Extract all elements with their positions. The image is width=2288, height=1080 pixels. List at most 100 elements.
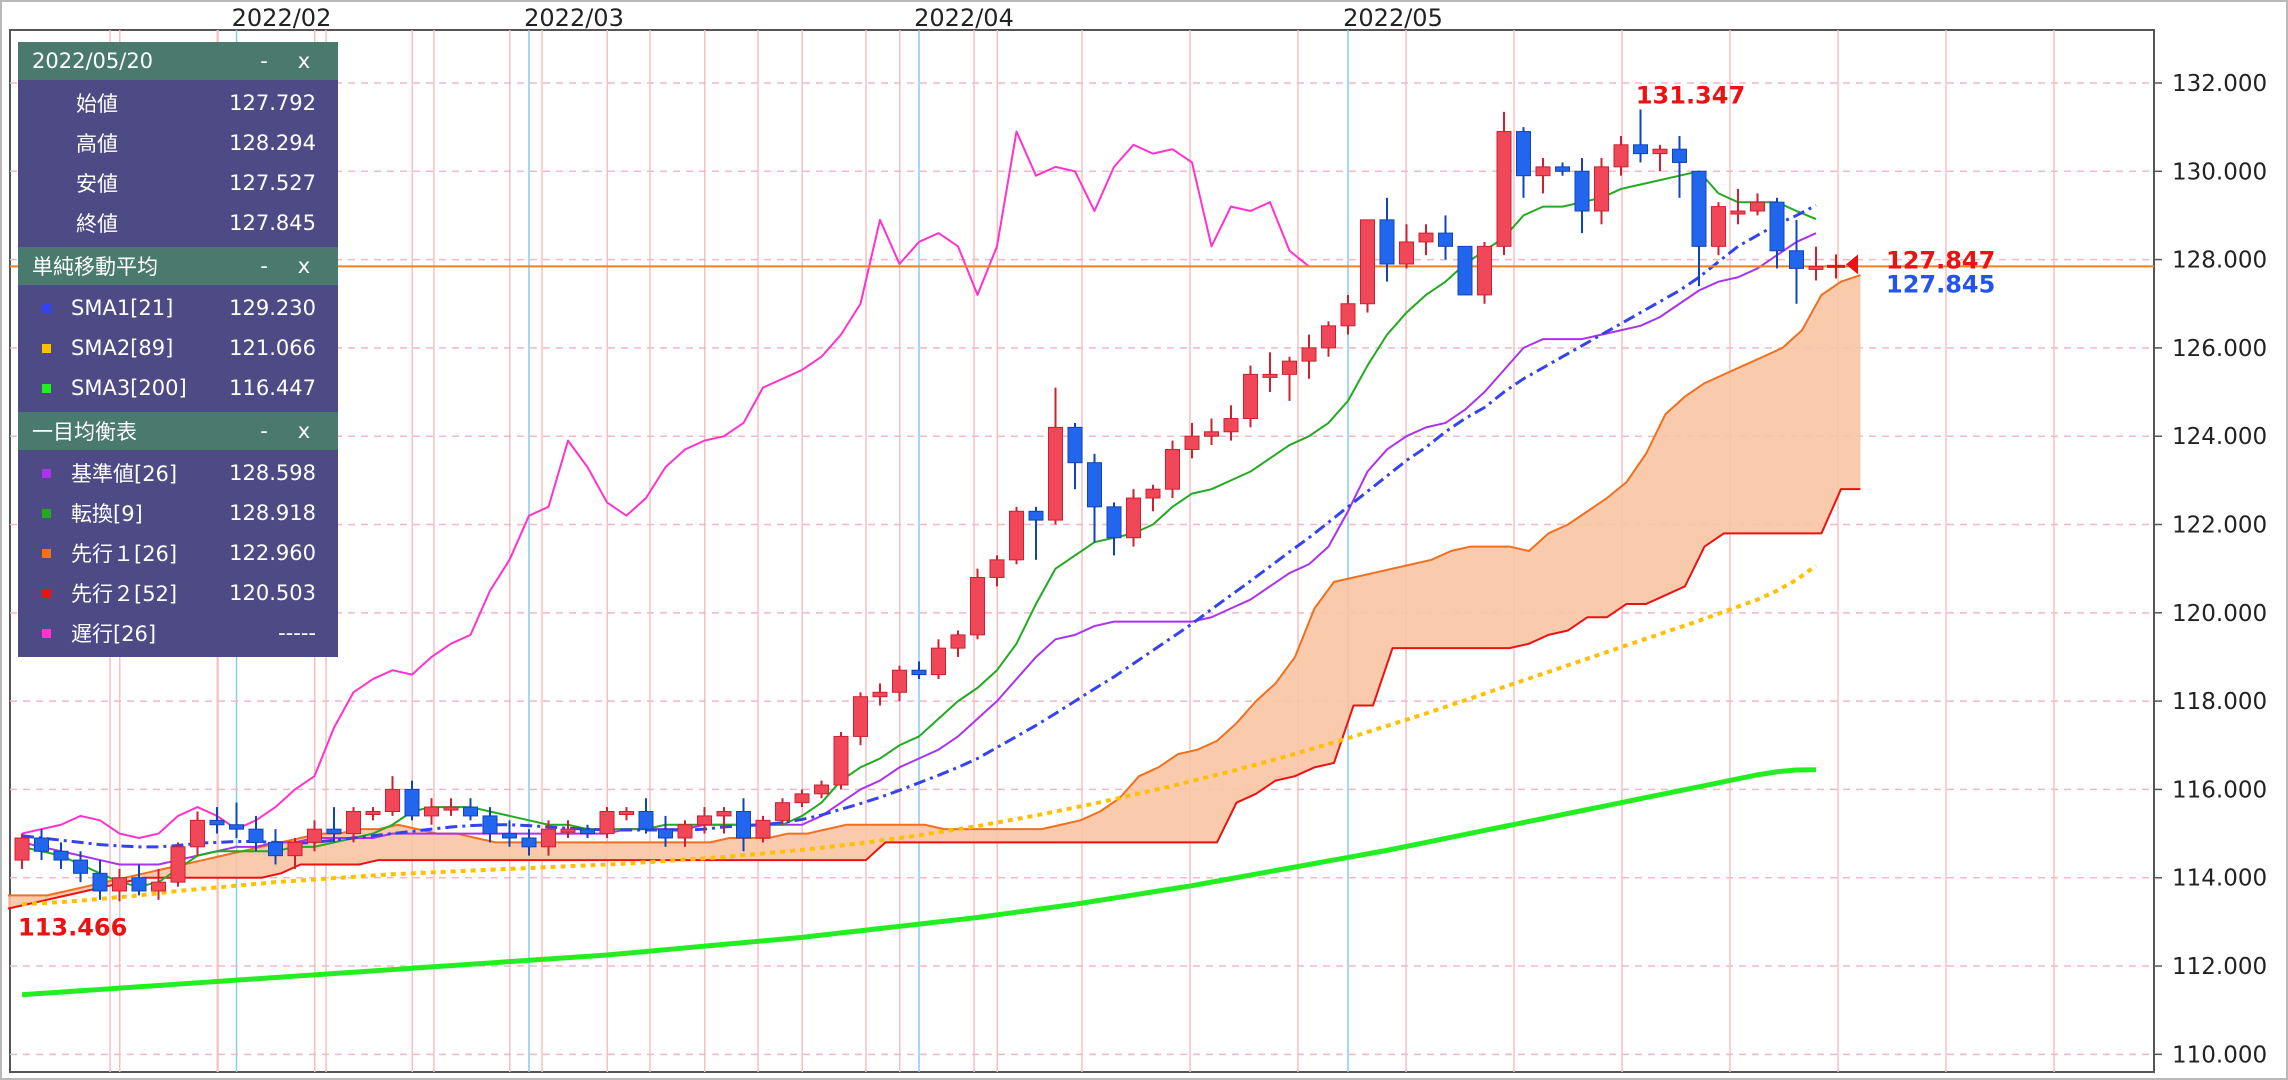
candle-body (1009, 510, 1024, 561)
candle-body (931, 647, 946, 676)
candle-body (1457, 245, 1473, 296)
x-axis: 2022/02 2022/03 2022/04 2022/05 (232, 4, 1443, 32)
ichimoku-row: 先行１[26] 122.960 (18, 533, 338, 573)
minimize-button[interactable]: - (260, 49, 268, 73)
ichimoku-row: 先行２[52] 120.503 (18, 573, 338, 613)
candle-body (1496, 131, 1512, 247)
sma1-line (21, 203, 1817, 849)
candle-body (248, 828, 264, 843)
month-label: 2022/05 (1343, 4, 1443, 32)
candle-body (346, 811, 361, 835)
color-swatch (42, 343, 51, 353)
close-button[interactable]: x (297, 49, 311, 73)
close-button[interactable]: x (297, 254, 311, 278)
candle-body (1379, 219, 1395, 265)
ichimoku-label: 先行１[26] (71, 542, 178, 566)
ichimoku-cloud (8, 275, 1861, 909)
sma-row: SMA3[200] 116.447 (18, 368, 338, 408)
sma-value: 121.066 (229, 336, 316, 360)
sma-body: SMA1[21] 129.230 SMA2[89] 121.066 SMA3[200… (18, 285, 338, 412)
ichimoku-value: ----- (278, 621, 316, 645)
y-tick-label: 126.000 (2172, 336, 2267, 362)
candle-body (131, 877, 147, 892)
color-swatch (42, 548, 51, 558)
candle-body (736, 811, 751, 839)
y-tick-label: 114.000 (2172, 866, 2267, 892)
sma2-line (21, 564, 1818, 907)
candle-body (268, 841, 283, 857)
candle-body (502, 833, 517, 839)
y-tick-label: 124.000 (2172, 424, 2267, 450)
color-swatch (42, 628, 51, 638)
candle-body (1535, 166, 1551, 177)
minimize-button[interactable]: - (260, 254, 268, 278)
candle-body (697, 815, 712, 826)
candle-body (1262, 373, 1278, 378)
color-swatch (42, 303, 51, 313)
ohlc-date: 2022/05/20 (32, 49, 154, 73)
candle-body (1672, 148, 1687, 163)
tenkan-line (21, 170, 1817, 888)
minimize-button[interactable]: - (260, 419, 268, 443)
ichimoku-title: 一目均衡表 (32, 420, 137, 444)
sma-label: SMA2[89] (71, 336, 174, 360)
candle-body (1594, 166, 1609, 212)
candle-body (1555, 166, 1570, 172)
candle-body (1282, 360, 1297, 375)
sma-value: 116.447 (229, 376, 316, 400)
candle-body (463, 806, 478, 817)
ichimoku-value: 128.918 (229, 501, 316, 525)
candle-body (1613, 144, 1629, 168)
candle-body (1028, 510, 1044, 521)
candle-body (1126, 497, 1141, 539)
ichimoku-label: 転換[9] (71, 502, 143, 526)
ichimoku-value: 128.598 (229, 461, 316, 485)
cloud-fill (8, 275, 1861, 909)
y-tick-label: 110.000 (2172, 1042, 2267, 1068)
candle-body (1067, 426, 1083, 464)
color-swatch (42, 468, 51, 478)
candle-body (970, 576, 985, 636)
ohlc-body: 始値 127.792 高値 128.294 安値 127.527 終値 127.845 (18, 80, 338, 247)
candle-body (1574, 170, 1590, 212)
candle-body (385, 788, 400, 812)
y-tick-label: 130.000 (2172, 159, 2267, 185)
candle-body (599, 811, 615, 835)
candle-body (1730, 210, 1746, 215)
candle-body (1165, 448, 1180, 490)
candle-body (1106, 506, 1122, 539)
candle-body (73, 859, 88, 874)
candle-body (1691, 170, 1707, 247)
ohlc-label: 安値 (76, 172, 118, 196)
senkou2-line (7, 488, 1861, 910)
ohlc-label: 終値 (76, 212, 118, 236)
candle-body (229, 824, 244, 830)
candle-body (1652, 148, 1668, 155)
ichimoku-row: 基準値[26] 128.598 (18, 453, 338, 493)
ohlc-row: 安値 127.527 (18, 163, 338, 203)
candle-body (424, 806, 439, 817)
candle-body (1340, 303, 1356, 327)
color-swatch (42, 588, 51, 598)
candle-body (1223, 418, 1239, 433)
y-tick-label: 132.000 (2172, 71, 2267, 97)
ohlc-value: 127.792 (229, 91, 316, 115)
candle-body (1301, 347, 1317, 362)
ohlc-row: 終値 127.845 (18, 203, 338, 243)
candle-body (911, 669, 927, 676)
candle-body (53, 850, 69, 861)
ohlc-value: 127.845 (229, 211, 316, 235)
candles (14, 109, 1824, 902)
candle-body (1360, 219, 1375, 305)
close-button[interactable]: x (297, 419, 311, 443)
candle-body (1204, 431, 1219, 437)
candle-body (814, 784, 829, 795)
candle-body (1418, 232, 1434, 243)
candle-body (190, 819, 205, 848)
ichimoku-label: 基準値[26] (71, 462, 178, 486)
sma-title: 単純移動平均 (32, 255, 158, 279)
y-axis: 110.000 112.000 114.000 116.000 118.000 120.0… (2154, 71, 2267, 1068)
candle-body (794, 793, 810, 804)
candle-body (443, 806, 459, 811)
